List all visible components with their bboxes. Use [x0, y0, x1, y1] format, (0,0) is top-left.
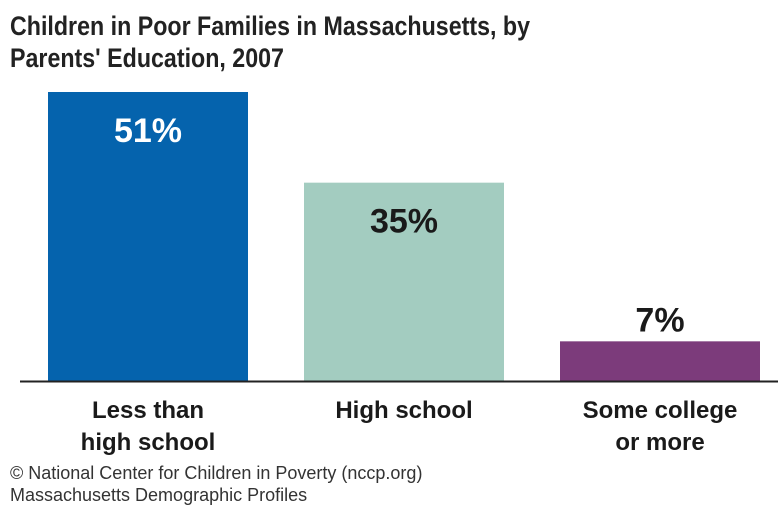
bar-2 [304, 182, 504, 381]
category-label-3-line-1: Some college [583, 397, 738, 424]
bar-1 [48, 92, 248, 381]
chart-title: Children in Poor Families in Massachuset… [10, 10, 560, 74]
bar-3 [560, 341, 760, 381]
bar-value-label-1: 51% [114, 112, 182, 150]
category-label-1-line-1: Less than [92, 397, 204, 424]
chart-title-line-1: Children in Poor Families in Massachuset… [10, 11, 531, 41]
bar-value-label-3: 7% [635, 301, 684, 339]
category-label-1-line-2: high school [81, 429, 216, 456]
chart-title-line-2: Parents' Education, 2007 [10, 43, 284, 73]
source-line-2: Massachusetts Demographic Profiles [10, 485, 308, 505]
source-note: © National Center for Children in Povert… [10, 462, 422, 506]
bar-chart: 51% Less than high school 35% High school 7% S… [20, 92, 778, 456]
category-label-3-line-2: or more [615, 429, 704, 456]
source-line-1: © National Center for Children in Povert… [10, 463, 423, 483]
bar-value-label-2: 35% [370, 203, 438, 241]
category-label-2-line-1: High school [335, 397, 472, 424]
